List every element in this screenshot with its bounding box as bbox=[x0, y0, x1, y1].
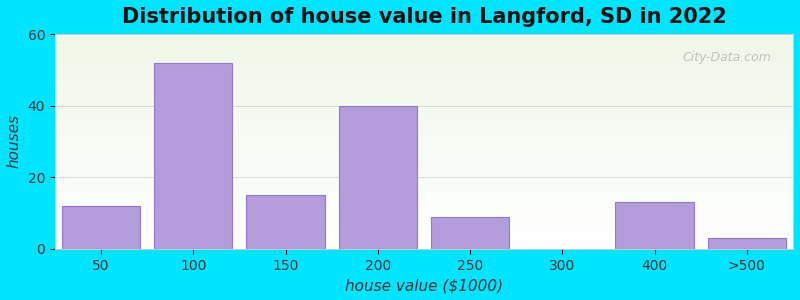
Bar bbox=[615, 202, 694, 249]
Bar bbox=[154, 63, 233, 249]
Bar bbox=[338, 106, 417, 249]
X-axis label: house value ($1000): house value ($1000) bbox=[345, 278, 503, 293]
Y-axis label: houses: houses bbox=[7, 114, 22, 168]
Bar bbox=[431, 217, 510, 249]
Title: Distribution of house value in Langford, SD in 2022: Distribution of house value in Langford,… bbox=[122, 7, 726, 27]
Bar bbox=[246, 195, 325, 249]
Text: City-Data.com: City-Data.com bbox=[682, 51, 771, 64]
Bar bbox=[708, 238, 786, 249]
Bar bbox=[62, 206, 140, 249]
